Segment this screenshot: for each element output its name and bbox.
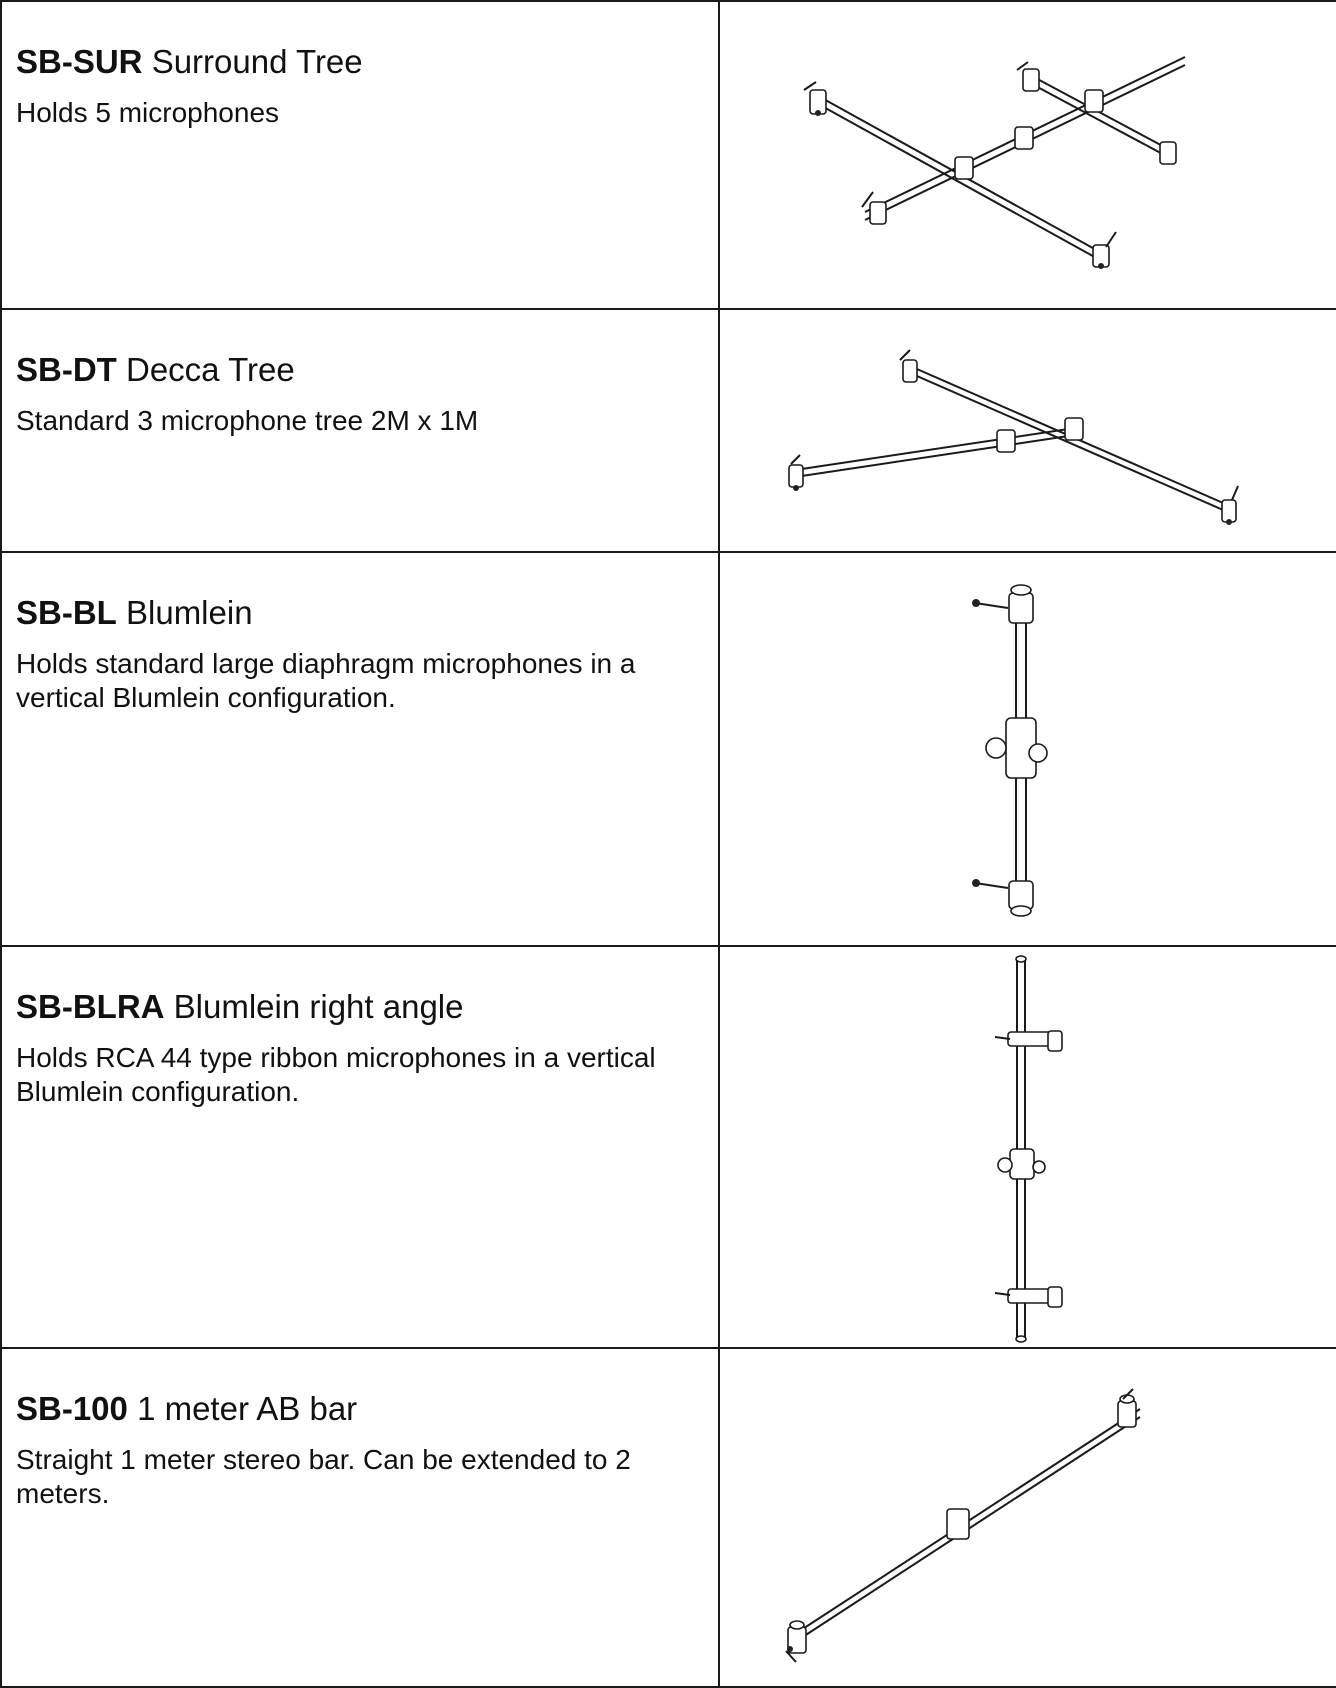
product-description: Holds RCA 44 type ribbon microphones in … (16, 1042, 656, 1107)
text-cell: SB-100 1 meter AB bar Straight 1 meter s… (0, 1347, 720, 1688)
text-cell: SB-BL Blumlein Holds standard large diap… (0, 551, 720, 947)
model-code: SB-BLRA (16, 988, 165, 1025)
table-row: SB-BLRA Blumlein right angle Holds RCA 4… (0, 945, 1336, 1349)
model-code: SB-SUR (16, 43, 143, 80)
model-code: SB-BL (16, 594, 117, 631)
product-description: Straight 1 meter stereo bar. Can be exte… (16, 1444, 631, 1509)
image-cell (718, 0, 1336, 310)
table-row: SB-SUR Surround Tree Holds 5 microphones (0, 0, 1336, 310)
model-code: SB-DT (16, 351, 117, 388)
text-cell: SB-SUR Surround Tree Holds 5 microphones (0, 0, 720, 310)
model-code: SB-100 (16, 1390, 128, 1427)
product-description: Holds 5 microphones (16, 97, 280, 128)
image-cell (718, 551, 1336, 947)
product-title: SB-BL Blumlein (16, 593, 704, 633)
product-name: Blumlein (126, 594, 253, 631)
product-description: Holds standard large diaphragm microphon… (16, 648, 636, 713)
table-row: SB-100 1 meter AB bar Straight 1 meter s… (0, 1347, 1336, 1688)
ab-bar-drawing (785, 1388, 1141, 1663)
text-cell: SB-DT Decca Tree Standard 3 microphone t… (0, 308, 720, 553)
decca-tree-drawing (788, 349, 1239, 525)
product-title: SB-BLRA Blumlein right angle (16, 987, 704, 1027)
product-description: Standard 3 microphone tree 2M x 1M (16, 405, 479, 436)
product-name: Blumlein right angle (173, 988, 464, 1025)
table-row: SB-BL Blumlein Holds standard large diap… (0, 551, 1336, 947)
blumlein-drawing (972, 584, 1048, 917)
image-cell (718, 1347, 1336, 1688)
image-cell (718, 945, 1336, 1349)
table-row: SB-DT Decca Tree Standard 3 microphone t… (0, 308, 1336, 553)
image-cell (718, 308, 1336, 553)
product-title: SB-100 1 meter AB bar (16, 1389, 704, 1429)
product-title: SB-DT Decca Tree (16, 350, 704, 390)
surround-tree-drawing (803, 56, 1186, 269)
product-title: SB-SUR Surround Tree (16, 42, 704, 82)
product-name: Decca Tree (126, 351, 295, 388)
product-name: Surround Tree (151, 43, 363, 80)
text-cell: SB-BLRA Blumlein right angle Holds RCA 4… (0, 945, 720, 1349)
blumlein-right-angle-drawing (994, 955, 1063, 1343)
product-name: 1 meter AB bar (137, 1390, 358, 1427)
